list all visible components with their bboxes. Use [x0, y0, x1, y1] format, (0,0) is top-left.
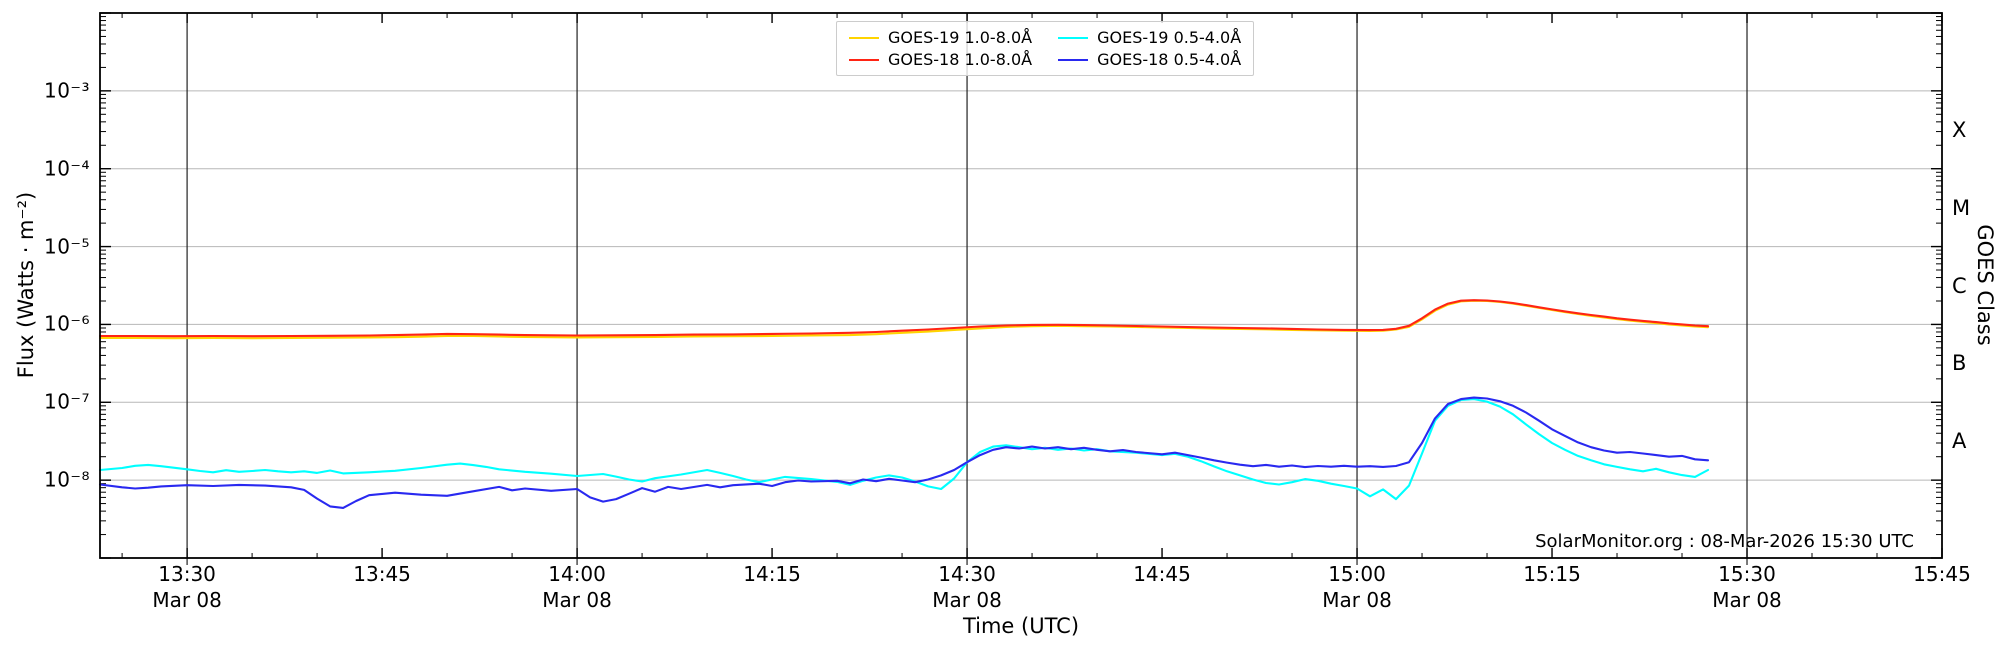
x-tick-date-label: Mar 08	[932, 588, 1002, 612]
x-axis-tick: 15:45	[1913, 561, 1971, 587]
x-tick-time-label: 14:00	[548, 562, 606, 586]
watermark-text: SolarMonitor.org : 08-Mar-2026 15:30 UTC	[1535, 531, 1914, 552]
legend-label: GOES-19 0.5-4.0Å	[1097, 28, 1242, 47]
x-tick-time-label: 14:45	[1133, 562, 1191, 586]
x-axis-tick: 13:45	[353, 561, 411, 587]
x-tick-date-label: Mar 08	[1712, 588, 1782, 612]
x-axis-tick: 14:30 Mar 08	[932, 561, 1002, 613]
y-axis-label: Flux (Watts · m⁻²)	[14, 191, 38, 379]
x-axis-tick: 15:00 Mar 08	[1322, 561, 1392, 613]
goes-class-label: C	[1952, 273, 1967, 298]
legend-item: GOES-19 1.0-8.0Å	[849, 28, 1032, 47]
x-axis-tick: 14:15	[743, 561, 801, 587]
x-axis-tick: 15:30 Mar 08	[1712, 561, 1782, 613]
legend-label: GOES-19 1.0-8.0Å	[888, 28, 1033, 47]
x-tick-time-label: 13:30	[158, 562, 216, 586]
x-tick-date-label: Mar 08	[1322, 588, 1392, 612]
y-axis-tick-label: 10⁻⁷	[43, 389, 90, 414]
x-tick-date-label: Mar 08	[542, 588, 612, 612]
legend-line-goes18-short-icon	[1058, 58, 1089, 61]
y-axis-tick-label: 10⁻⁸	[43, 467, 90, 492]
legend: GOES-19 1.0-8.0Å GOES-18 1.0-8.0Å GOES-1…	[836, 21, 1255, 76]
legend-line-goes19-short-icon	[1058, 36, 1089, 39]
goes-class-label: A	[1952, 429, 1967, 454]
x-tick-date-label: Mar 08	[152, 588, 222, 612]
goes-class-label: B	[1952, 351, 1967, 376]
legend-label: GOES-18 1.0-8.0Å	[888, 50, 1033, 69]
goes-class-label: M	[1952, 195, 1971, 220]
x-tick-time-label: 14:30	[938, 562, 996, 586]
y-axis-tick-label: 10⁻³	[43, 78, 90, 103]
x-axis-tick: 14:00 Mar 08	[542, 561, 612, 613]
x-tick-time-label: 15:30	[1718, 562, 1776, 586]
x-tick-time-label: 13:45	[353, 562, 411, 586]
x-axis-tick: 14:45	[1133, 561, 1191, 587]
legend-item: GOES-18 1.0-8.0Å	[849, 50, 1032, 69]
legend-item: GOES-19 0.5-4.0Å	[1058, 28, 1241, 47]
legend-label: GOES-18 0.5-4.0Å	[1097, 50, 1242, 69]
goes-class-label: X	[1952, 117, 1967, 142]
legend-item: GOES-18 0.5-4.0Å	[1058, 50, 1241, 69]
x-tick-time-label: 15:00	[1328, 562, 1386, 586]
right-axis-label: GOES Class	[1973, 224, 1997, 346]
x-tick-time-label: 14:15	[743, 562, 801, 586]
y-axis-tick-label: 10⁻⁶	[43, 311, 90, 336]
legend-line-goes19-long-icon	[849, 36, 879, 39]
legend-line-goes18-long-icon	[849, 58, 879, 61]
y-axis-tick-label: 10⁻⁴	[43, 156, 90, 181]
x-axis-tick: 15:15	[1523, 561, 1581, 587]
x-tick-time-label: 15:45	[1913, 562, 1971, 586]
x-tick-time-label: 15:15	[1523, 562, 1581, 586]
x-axis-tick: 13:30 Mar 08	[152, 561, 222, 613]
y-axis-tick-label: 10⁻⁵	[43, 234, 90, 259]
x-axis-label: Time (UTC)	[962, 614, 1080, 638]
